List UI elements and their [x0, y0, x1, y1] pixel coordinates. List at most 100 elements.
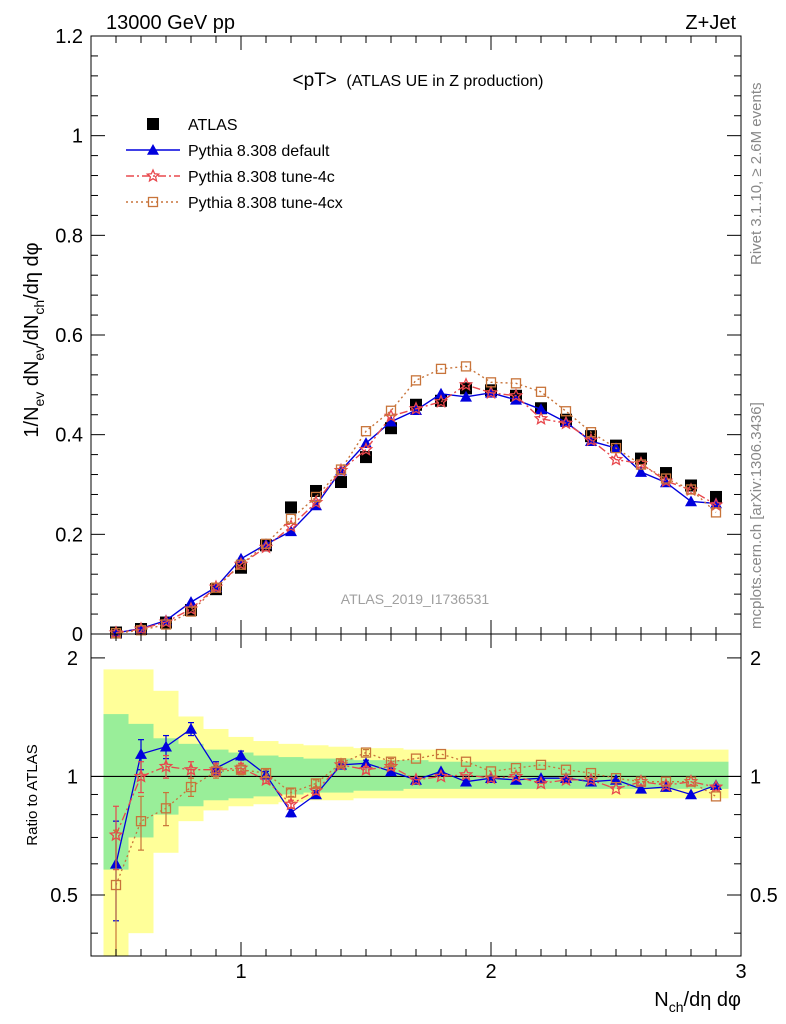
tune4cx-point — [660, 776, 672, 787]
main-ytick-label: 0.8 — [55, 225, 83, 247]
tune4cx-point — [685, 484, 697, 495]
tune4c-point — [408, 772, 424, 787]
tune4cx-point — [535, 386, 547, 397]
ratio-ytick-label-right: 0.5 — [750, 885, 778, 907]
ratio-ytick-label-left: 0.5 — [50, 885, 78, 907]
legend-label-3: Pythia 8.308 tune-4cx — [188, 195, 343, 212]
tune4c-point — [508, 768, 524, 783]
main-ylabel: 1/Nev dNev/dNch/dη dφ — [21, 242, 47, 437]
xlabel: Nch/dη dφ — [654, 989, 741, 1015]
atlas-point — [310, 484, 322, 497]
tune4c-point — [433, 768, 449, 783]
tune4c-point — [183, 761, 199, 776]
tune4c-point — [608, 451, 624, 466]
default-point — [435, 387, 447, 399]
default-point — [147, 144, 159, 155]
tune4cx-point — [410, 375, 422, 386]
ratio-ylabel: Ratio to ATLAS — [24, 744, 41, 845]
tune4c-point — [583, 432, 599, 447]
title-main: <pT> — [293, 70, 337, 91]
tune4cx-point — [360, 747, 372, 758]
analysis-watermark: ATLAS_2019_I1736531 — [341, 591, 490, 607]
tune4c-point — [558, 415, 574, 430]
tune4cx-point — [260, 538, 272, 549]
tune4cx-point — [610, 442, 622, 454]
tune4cx-point — [435, 748, 447, 760]
main-ytick-label: 0.2 — [55, 524, 83, 546]
tune4cx-point — [410, 753, 422, 764]
tune4cx-point — [635, 459, 647, 470]
ratio-xtick-label: 3 — [735, 961, 746, 983]
tune4c-point — [158, 758, 174, 773]
tune4cx-point — [235, 559, 247, 570]
default-point — [285, 806, 297, 818]
tune4cx-point — [510, 378, 522, 389]
tune4cx-point — [435, 363, 447, 375]
tune4c-point — [133, 768, 149, 783]
tune4c-point — [608, 781, 624, 796]
tune4c-point — [483, 385, 499, 400]
legend: ATLAS Pythia 8.308 default Pythia 8.308 tu… — [126, 117, 343, 212]
tune4cx-point — [260, 767, 272, 779]
tune4c-point — [358, 761, 374, 776]
default-point — [160, 740, 172, 752]
tune4cx-point — [560, 406, 572, 417]
main-ticks: 0 0.2 0.4 0.6 0.8 1 1.2 — [55, 26, 742, 646]
main-series — [108, 361, 724, 640]
ratio-xtick-label: 2 — [485, 961, 496, 983]
title-sub: (ATLAS UE in Z production) — [346, 73, 543, 90]
header-process: Z+Jet — [685, 12, 736, 34]
ratio-xtick-label: 1 — [235, 961, 246, 983]
ratio-series — [108, 722, 724, 956]
default-point — [460, 775, 472, 787]
tune4cx-point — [160, 803, 172, 814]
main-line-3 — [115, 365, 717, 634]
main-ytick-label: 0.4 — [55, 425, 83, 447]
header-energy: 13000 GeV pp — [106, 12, 235, 34]
ratio-ticks: 0.5 0.5 1 1 2 2 1 2 3 — [50, 634, 778, 983]
tune4c-point — [308, 783, 324, 797]
tune4c-point — [433, 394, 449, 408]
atlas-point — [147, 118, 159, 130]
main-ytick-label: 1.2 — [55, 26, 83, 48]
ratio-ytick-label-right: 2 — [750, 648, 761, 670]
tune4c-point — [708, 779, 724, 794]
tune4cx-point — [485, 377, 497, 388]
atlas-point — [335, 476, 347, 489]
ratio-series-2 — [110, 747, 722, 956]
tune4cx-point — [185, 781, 197, 793]
default-point — [635, 466, 647, 477]
default-point — [635, 782, 647, 794]
chart-title: <pT> (ATLAS UE in Z production) — [293, 70, 544, 91]
atlas-point — [710, 490, 722, 503]
main-ytick-label: 1 — [72, 126, 83, 148]
tune4cx-point — [185, 606, 197, 617]
legend-label-0: ATLAS — [188, 117, 238, 134]
tune4cx-point — [560, 764, 572, 775]
tune4c-point — [145, 168, 161, 183]
tune4cx-point — [460, 756, 472, 767]
tune4cx-point — [660, 473, 672, 484]
main-panel: 0 0.2 0.4 0.6 0.8 1 1.2 — [55, 26, 742, 646]
main-ytick-label: 0 — [72, 624, 83, 646]
tune4cx-point — [210, 766, 222, 777]
tune4c-point — [358, 441, 374, 456]
tune4cx-point — [710, 791, 722, 802]
tune4cx-point — [160, 619, 172, 630]
tune4c-point — [283, 518, 299, 533]
default-point — [185, 722, 197, 734]
default-point — [460, 390, 472, 402]
tune4cx-point — [285, 513, 297, 525]
tune4cx-point — [135, 816, 147, 827]
tune4cx-point — [235, 764, 247, 775]
tune4cx-point — [335, 758, 347, 769]
tune4cx-point — [635, 776, 647, 787]
tune4cx-point — [510, 762, 522, 774]
rivet-label: Rivet 3.1.10, ≥ 2.6M events — [748, 83, 765, 266]
tune4cx-point — [360, 426, 372, 437]
tune4cx-point — [335, 464, 347, 475]
tune4cx-point — [485, 766, 497, 777]
default-point — [685, 495, 697, 507]
tune4cx-point — [385, 405, 397, 416]
default-point — [135, 748, 147, 759]
